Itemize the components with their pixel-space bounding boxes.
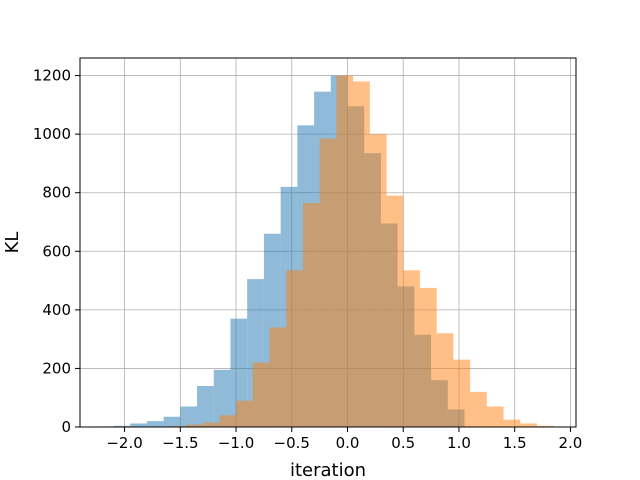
histogram-bar-series-2 (202, 422, 220, 427)
ticks-layer: −2.0 −1.5 −1.0 −0.5 0.0 0.5 1.0 1.5 2.0 0 200 400 60… (33, 67, 583, 452)
histogram-bar-series-2 (269, 327, 287, 427)
x-tick-label: 0.0 (336, 434, 360, 452)
histogram-bar-series-2 (436, 333, 454, 427)
y-tick-label: 0 (61, 418, 71, 436)
x-tick-label: −1.5 (162, 434, 198, 452)
histogram-bar-series-2 (403, 270, 420, 427)
histogram-bar-series-2 (503, 419, 521, 427)
x-tick-label: 1.0 (447, 434, 471, 452)
y-tick-label: 1000 (33, 125, 71, 143)
histogram-bar-series-2 (236, 400, 253, 427)
y-tick-label: 200 (42, 359, 71, 377)
histogram-bar-series-2 (520, 423, 537, 427)
bars-layer (96, 75, 554, 428)
x-tick-label: −1.0 (218, 434, 254, 452)
histogram-bar-series-2 (353, 81, 370, 427)
histogram-bar-series-2 (219, 415, 237, 427)
x-tick-label: −0.5 (274, 434, 310, 452)
histogram-bar-series-2 (336, 75, 354, 428)
histogram-bar-series-1 (180, 406, 198, 427)
histogram-bar-series-2 (453, 359, 471, 427)
histogram-bar-series-2 (185, 424, 203, 427)
histogram-bar-series-1 (130, 423, 147, 427)
plot-frame (79, 57, 577, 428)
histogram-bar-series-1 (163, 416, 181, 427)
histogram-bar-series-1 (230, 318, 248, 427)
x-tick-label: −2.0 (106, 434, 142, 452)
y-axis-label: KL (2, 232, 23, 254)
histogram-bar-series-2 (386, 195, 404, 427)
y-tick-label: 800 (42, 184, 71, 202)
x-tick-label: 0.5 (391, 434, 415, 452)
histogram-bar-series-2 (252, 362, 270, 427)
histogram-bar-series-2 (302, 202, 320, 427)
histogram-bar-series-1 (197, 386, 214, 427)
histogram-bar-series-2 (536, 425, 554, 427)
x-tick-label: 2.0 (558, 434, 582, 452)
histogram-bar-series-1 (213, 369, 231, 427)
histogram-bar-series-2 (369, 134, 387, 427)
histogram-bar-series-2 (286, 270, 303, 427)
histogram-bar-series-2 (486, 406, 504, 427)
y-tick-label: 400 (42, 301, 71, 319)
histogram-bar-series-2 (419, 287, 437, 427)
x-axis-label: iteration (290, 460, 366, 480)
y-tick-label: 600 (42, 242, 71, 260)
histogram-bar-series-1 (113, 425, 131, 427)
x-tick-label: 1.5 (503, 434, 527, 452)
histogram-bar-series-2 (470, 391, 487, 427)
histogram-bar-series-2 (319, 138, 337, 428)
y-tick-label: 1200 (33, 67, 71, 85)
histogram-bar-series-1 (146, 421, 164, 427)
